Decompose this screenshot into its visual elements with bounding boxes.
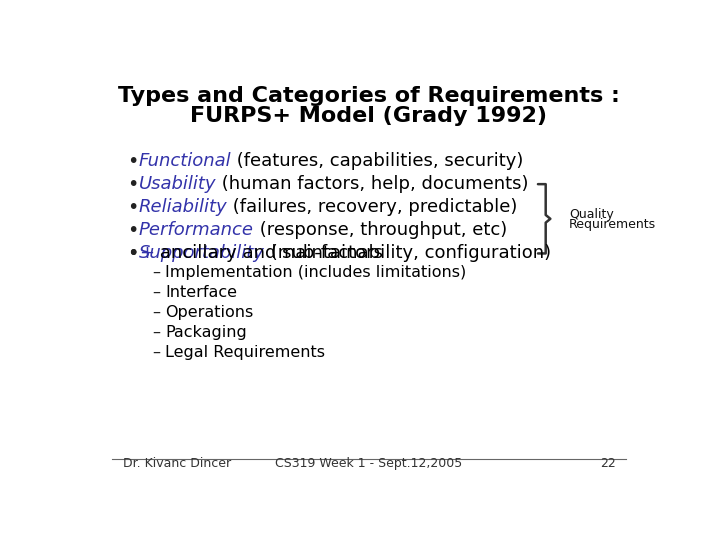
Text: Interface: Interface bbox=[165, 285, 237, 300]
Text: •: • bbox=[127, 198, 138, 217]
Text: (human factors, help, documents): (human factors, help, documents) bbox=[216, 175, 528, 193]
Text: Requirements: Requirements bbox=[569, 219, 656, 232]
Text: Implementation (includes limitations): Implementation (includes limitations) bbox=[165, 265, 467, 280]
Text: •: • bbox=[127, 221, 138, 240]
Text: –: – bbox=[152, 345, 160, 360]
Text: (failures, recovery, predictable): (failures, recovery, predictable) bbox=[228, 198, 518, 216]
Text: (features, capabilities, security): (features, capabilities, security) bbox=[231, 152, 524, 170]
Text: Performance: Performance bbox=[139, 221, 254, 239]
Text: –: – bbox=[152, 325, 160, 340]
Text: 22: 22 bbox=[600, 457, 616, 470]
Text: •: • bbox=[127, 152, 138, 171]
Text: +: + bbox=[139, 245, 154, 262]
Text: •: • bbox=[127, 244, 138, 263]
Text: Functional: Functional bbox=[139, 152, 231, 170]
Text: Dr. Kivanc Dincer: Dr. Kivanc Dincer bbox=[122, 457, 230, 470]
Text: Reliability: Reliability bbox=[139, 198, 228, 216]
Text: Usability: Usability bbox=[139, 175, 216, 193]
Text: •: • bbox=[127, 244, 138, 263]
Text: (maintainability, configuration): (maintainability, configuration) bbox=[265, 245, 551, 262]
Text: (response, throughput, etc): (response, throughput, etc) bbox=[254, 221, 507, 239]
Text: Packaging: Packaging bbox=[165, 325, 247, 340]
Text: Operations: Operations bbox=[165, 305, 253, 320]
Text: –: – bbox=[152, 285, 160, 300]
Text: FURPS+ Model (Grady 1992): FURPS+ Model (Grady 1992) bbox=[191, 106, 547, 126]
Text: –: – bbox=[152, 305, 160, 320]
Text: –: – bbox=[152, 265, 160, 280]
Text: Supportability: Supportability bbox=[139, 245, 265, 262]
Text: Quality: Quality bbox=[569, 208, 613, 221]
Text: •: • bbox=[127, 174, 138, 194]
Text: ancillary and sub-factors: ancillary and sub-factors bbox=[154, 245, 383, 262]
Text: CS319 Week 1 - Sept.12,2005: CS319 Week 1 - Sept.12,2005 bbox=[275, 457, 463, 470]
Text: Types and Categories of Requirements :: Types and Categories of Requirements : bbox=[118, 86, 620, 106]
Text: Legal Requirements: Legal Requirements bbox=[165, 345, 325, 360]
